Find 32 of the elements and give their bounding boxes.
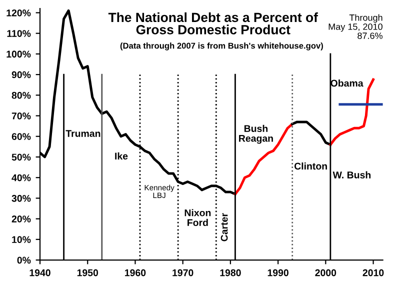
annotation: Clinton — [294, 162, 327, 170]
text: (Data through 2007 is from Bush's whitehouse.gov) — [120, 42, 323, 50]
y-tick-label: 120% — [6, 9, 31, 16]
y-tick-label: 0% — [17, 256, 31, 264]
y-tick-label: 60% — [12, 133, 31, 140]
annotation: Nixon Ford — [184, 209, 211, 226]
annotation: W. Bush — [332, 171, 371, 178]
x-tick-label: 1970 — [172, 269, 194, 276]
x-tick-label: 2000 — [315, 269, 336, 276]
x-tick-label: 1990 — [268, 269, 288, 276]
annotation: Bush Reagan — [239, 124, 273, 144]
annotation: Through May 15, 2010 87.6% — [328, 14, 382, 39]
x-tick-label: 1960 — [125, 269, 146, 276]
annotation: Carter — [220, 213, 228, 242]
y-tick-label: 90% — [12, 71, 31, 78]
y-tick-label: 20% — [12, 216, 31, 222]
annotation: Obama — [330, 80, 364, 87]
y-tick-label: 110% — [7, 30, 31, 37]
y-tick-label: 80% — [12, 92, 31, 99]
x-tick-label: 1950 — [77, 269, 98, 276]
y-tick-label: 70% — [12, 112, 31, 120]
annotation: Truman — [66, 130, 100, 137]
y-tick-label: 40% — [12, 174, 31, 182]
annotation: Ike — [115, 152, 128, 160]
y-tick-label: 100% — [6, 50, 31, 58]
x-tick-label: 1980 — [220, 269, 241, 276]
y-tick-label: 30% — [12, 194, 31, 202]
text: The National Debt as a Percent of Gross Domestic Product — [108, 12, 318, 34]
y-tick-label: 50% — [12, 154, 31, 161]
x-tick-label: 2010 — [362, 269, 384, 276]
y-tick-label: 10% — [12, 236, 31, 244]
x-tick-label: 1940 — [30, 269, 50, 276]
